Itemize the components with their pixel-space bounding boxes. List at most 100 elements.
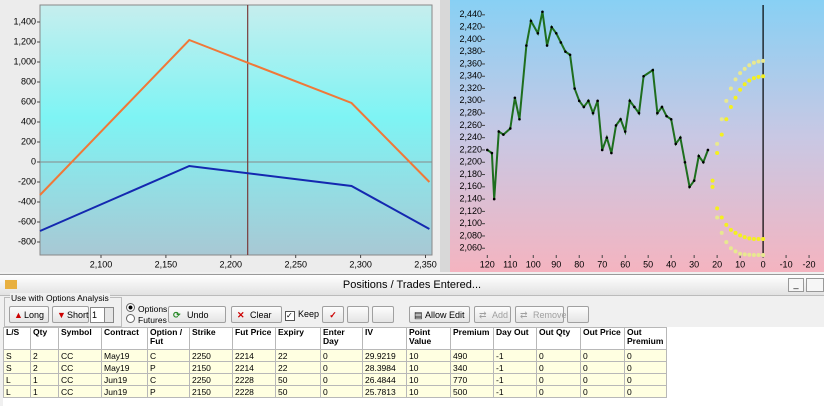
table-cell: 0 <box>624 373 667 386</box>
data-point <box>610 151 613 155</box>
table-cell: 2 <box>30 349 59 362</box>
data-point <box>719 215 724 220</box>
x-tick-label: 10 <box>735 259 745 269</box>
table-cell: 22 <box>275 361 321 374</box>
y-tick-label: 2,120 <box>459 206 482 216</box>
remove-button[interactable]: ⇄ Remove <box>515 306 567 323</box>
data-point <box>728 227 733 232</box>
series-line <box>39 38 431 196</box>
data-point <box>747 236 752 241</box>
x-tick-label: 50 <box>643 259 653 269</box>
data-point <box>728 86 733 91</box>
data-point <box>710 178 715 183</box>
data-point <box>715 141 720 146</box>
table-cell: CC <box>58 361 102 374</box>
x-tick-label: -20 <box>803 259 816 269</box>
data-point <box>756 59 761 64</box>
table-cell: 0 <box>580 349 625 362</box>
table-cell: 0 <box>536 385 581 398</box>
print-button[interactable] <box>347 306 369 323</box>
data-point <box>724 240 729 245</box>
x-tick-label: 100 <box>526 259 541 269</box>
clear-all-button[interactable]: ✕Clear All <box>231 306 282 337</box>
allow-edit-button[interactable]: ▤ Allow Edit <box>409 306 470 323</box>
column-header: Out Qty <box>536 327 581 350</box>
y-tick-label: 2,360 <box>459 58 482 68</box>
keep-checkbox[interactable]: ✓ Keep <box>285 309 320 321</box>
payoff-chart: -800 -600 -400 -200 0 200 400 600 800 1,000 1,200 1… <box>0 0 440 272</box>
table-cell: 0 <box>320 373 363 386</box>
table-cell: 10 <box>406 385 451 398</box>
maximize-button[interactable] <box>806 278 824 292</box>
quantity-input[interactable]: 1 <box>90 307 105 323</box>
data-point <box>596 99 599 103</box>
data-point <box>587 99 590 103</box>
data-point <box>702 160 705 164</box>
x-tick-label: 30 <box>689 259 699 269</box>
table-row: S 2 CC May19 P 2150 2214 22 0 28.3984 10 340 -1 0 0 0 <box>3 361 667 374</box>
data-point <box>738 71 743 76</box>
data-point <box>742 66 747 71</box>
data-point <box>513 96 517 100</box>
y-tick-label: 2,100 <box>459 218 482 228</box>
table-cell: -1 <box>493 385 537 398</box>
data-point <box>614 124 618 127</box>
export-button[interactable] <box>372 306 394 323</box>
table-cell: 0 <box>536 373 581 386</box>
x-tick-label: 0 <box>761 259 766 269</box>
splitter[interactable] <box>440 0 450 272</box>
confirm-button[interactable]: ✓ <box>322 306 344 323</box>
data-point <box>665 114 668 118</box>
data-point <box>674 142 678 146</box>
options-radio[interactable]: Options <box>126 303 167 314</box>
data-point <box>508 127 512 130</box>
long-button[interactable]: ▲ Long <box>9 306 49 323</box>
data-point <box>756 253 761 257</box>
data-point <box>573 87 576 90</box>
price-chart: 2,060 2,080 2,100 2,120 2,140 2,160 2,180 2,200… <box>450 0 824 272</box>
data-point <box>710 184 715 189</box>
table-cell: 2 <box>30 361 59 374</box>
add-button[interactable]: ⇄ Add <box>474 306 511 323</box>
table-cell: L <box>3 373 31 386</box>
data-point <box>679 136 682 139</box>
quantity-spinner[interactable] <box>104 307 114 323</box>
data-point <box>747 252 752 257</box>
x-tick-label: 90 <box>551 259 561 269</box>
table-cell: 0 <box>320 361 363 374</box>
options-label: Options <box>138 304 168 314</box>
table-cell: -1 <box>493 373 537 386</box>
data-point <box>719 117 724 122</box>
table-cell: P <box>147 361 190 374</box>
y-tick-label: 2,160 <box>459 181 482 191</box>
data-point <box>623 130 627 133</box>
futures-radio[interactable]: Futures <box>126 314 167 325</box>
data-point <box>642 74 645 78</box>
column-header: L/S <box>3 327 31 350</box>
data-point <box>724 222 729 227</box>
table-cell: C <box>147 373 190 386</box>
table-cell: 0 <box>624 361 667 374</box>
minimize-button[interactable]: _ <box>788 278 804 292</box>
table-row: L 1 CC Jun19 C 2250 2228 50 0 26.4844 10 770 -1 0 0 0 <box>3 373 667 386</box>
tool-button[interactable] <box>567 306 589 323</box>
data-point <box>492 197 496 201</box>
table-cell: 22 <box>275 349 321 362</box>
short-button[interactable]: ▼ Short <box>52 306 89 323</box>
table-cell: 2250 <box>189 373 233 386</box>
column-header: Strike <box>189 327 233 350</box>
table-cell: 1 <box>30 373 59 386</box>
undo-last-button[interactable]: ⟳Undo Last <box>168 306 226 337</box>
remove-label: Remove <box>533 310 567 320</box>
x-tick-label: 20 <box>712 259 722 269</box>
column-header: Point Value <box>406 327 451 350</box>
y-tick-label: -200 <box>18 176 36 186</box>
data-point <box>485 148 489 152</box>
futures-label: Futures <box>138 315 167 325</box>
x-tick-label: 2,350 <box>414 259 437 269</box>
data-point <box>761 253 766 257</box>
data-point <box>738 233 743 238</box>
data-point <box>637 111 641 115</box>
data-point <box>715 215 720 220</box>
